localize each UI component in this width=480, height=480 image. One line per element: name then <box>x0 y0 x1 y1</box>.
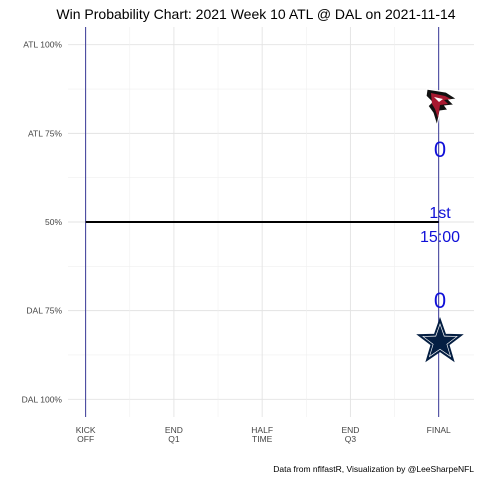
y-tick-label: 50% <box>45 217 62 227</box>
x-tick-label: HALF <box>251 425 273 435</box>
home-team-score: 0 <box>434 288 446 313</box>
y-tick-label: ATL 100% <box>23 40 62 50</box>
x-tick-label: KICK <box>76 425 96 435</box>
cowboys-star-logo <box>416 316 464 363</box>
x-tick-label-line2: OFF <box>77 434 94 444</box>
x-tick-label: END <box>341 425 359 435</box>
game-quarter: 1st <box>429 205 451 222</box>
x-tick-label-line2: TIME <box>252 434 273 444</box>
game-clock: 15:00 <box>420 229 460 246</box>
x-tick-label-line2: Q3 <box>345 434 357 444</box>
y-tick-label: ATL 75% <box>28 128 62 138</box>
x-tick-label-line2: Q1 <box>168 434 180 444</box>
y-axis-tick-labels: ATL 100% ATL 75% 50% DAL 75% DAL 100% <box>22 40 63 405</box>
chart-caption: Data from nflfastR, Visualization by @Le… <box>273 464 474 474</box>
y-tick-label: DAL 75% <box>26 306 62 316</box>
x-tick-label: END <box>165 425 183 435</box>
x-tick-label: FINAL <box>427 425 451 435</box>
chart-title: Win Probability Chart: 2021 Week 10 ATL … <box>56 6 455 22</box>
falcons-logo <box>425 88 459 127</box>
y-tick-label: DAL 100% <box>22 394 63 404</box>
away-team-score: 0 <box>434 137 446 162</box>
